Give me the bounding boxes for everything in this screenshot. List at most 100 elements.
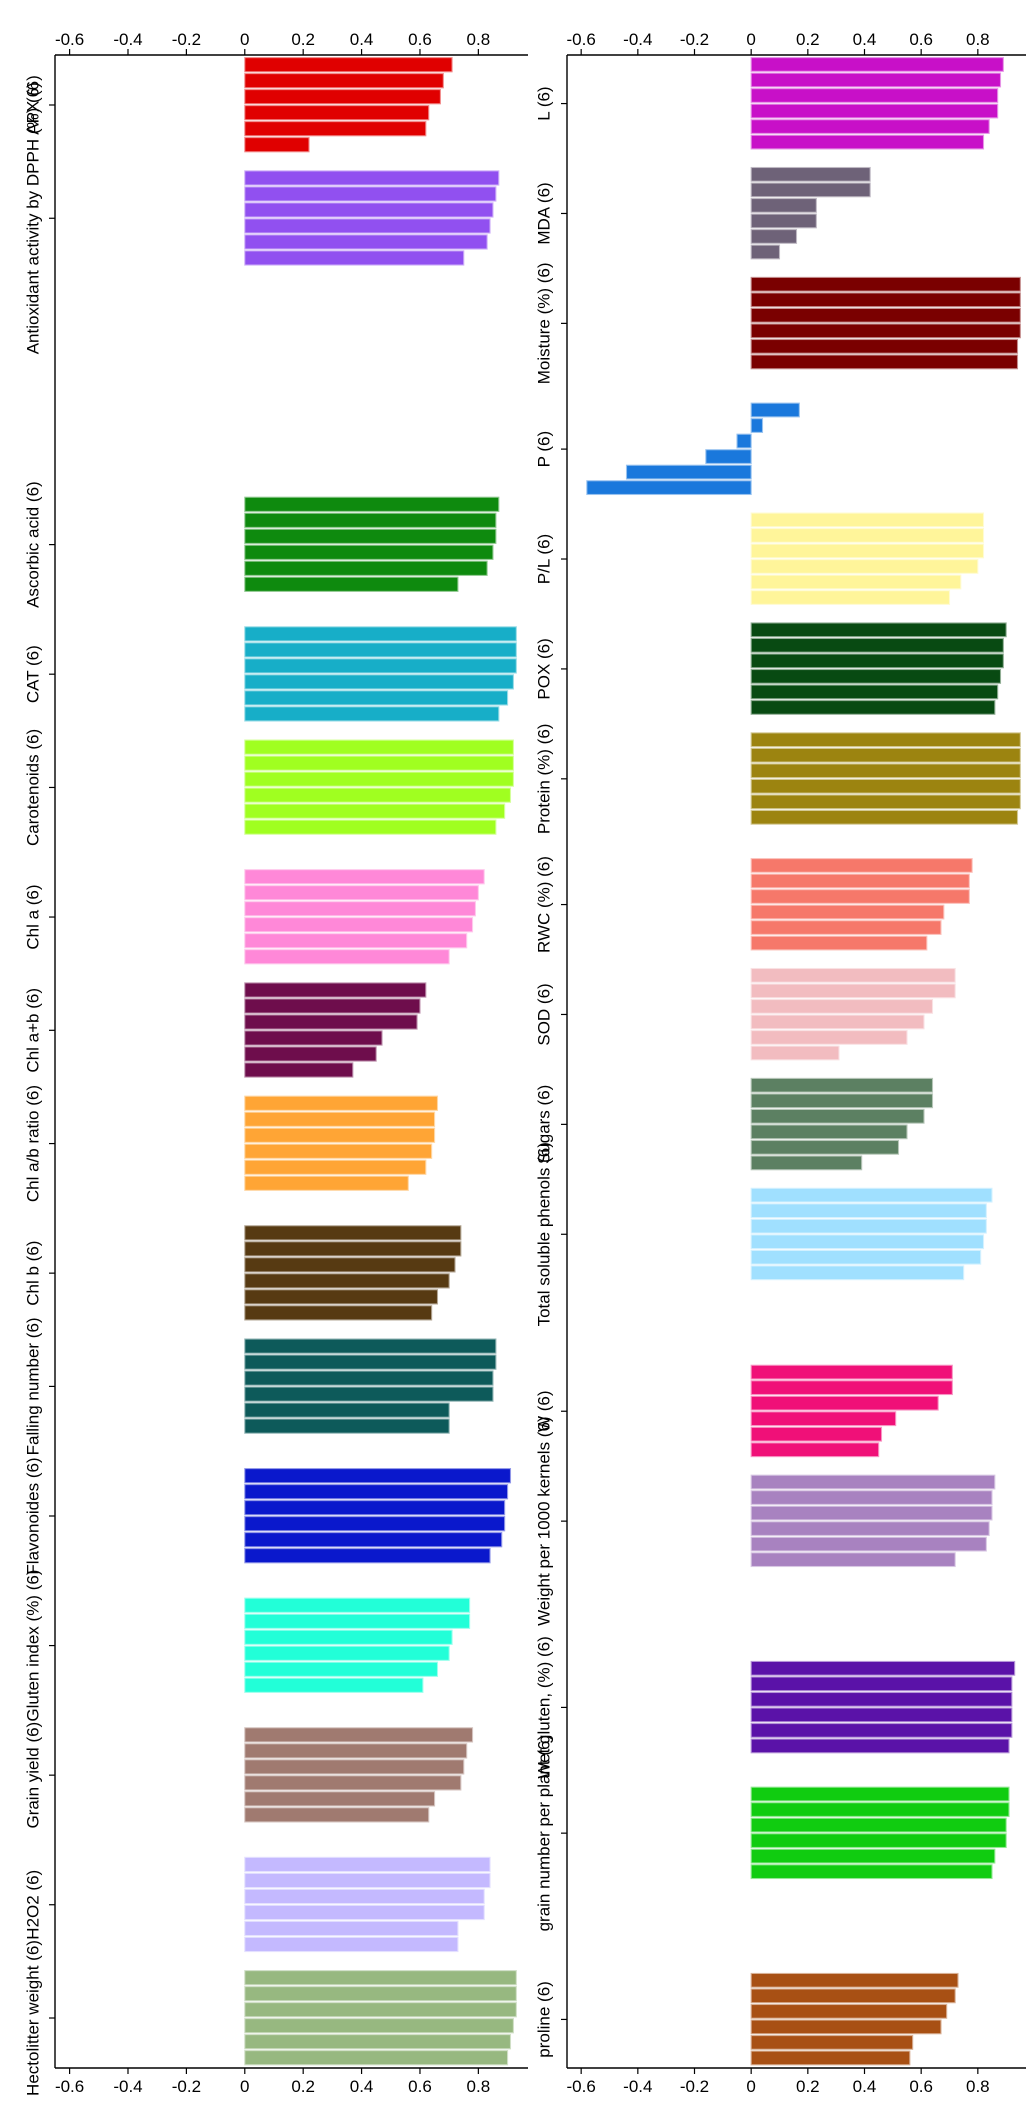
bar xyxy=(244,1661,439,1677)
bar xyxy=(244,1888,485,1905)
category-label: Chl a+b (6) xyxy=(23,988,42,1073)
bar xyxy=(244,1597,471,1613)
category-label: grain number per plant (6) xyxy=(534,1735,553,1932)
bar-group xyxy=(244,1970,517,2066)
bar xyxy=(244,2050,509,2066)
bar xyxy=(750,213,817,229)
bar xyxy=(750,1218,987,1234)
bar xyxy=(244,803,506,819)
bar xyxy=(750,935,928,951)
category-label: Weight per 1000 kernels (6) xyxy=(534,1416,553,1625)
bar-group xyxy=(750,57,1004,150)
x-tick-label-top: 0.2 xyxy=(796,30,820,49)
bar xyxy=(244,1241,462,1257)
bar xyxy=(244,901,476,917)
bar xyxy=(244,544,494,560)
category-label: Gluten index (%) (6) xyxy=(23,1570,42,1722)
bar-group xyxy=(750,166,871,260)
bar xyxy=(244,1484,509,1500)
bar xyxy=(750,732,1021,748)
bar xyxy=(750,763,1021,779)
bar xyxy=(244,642,517,658)
category-label: Falling number (6) xyxy=(23,1317,42,1455)
bar xyxy=(750,794,1021,810)
bar xyxy=(244,1418,450,1434)
bar-group xyxy=(750,967,956,1061)
x-tick-label-bottom: 0.4 xyxy=(350,2077,374,2096)
bar xyxy=(244,1548,491,1564)
bar xyxy=(244,1468,512,1484)
bar xyxy=(244,1904,485,1921)
bar xyxy=(750,2050,911,2066)
x-tick-label-bottom: -0.2 xyxy=(680,2077,709,2096)
bar-group xyxy=(750,1364,953,1458)
bar xyxy=(750,338,1019,354)
bar xyxy=(244,202,494,218)
bar xyxy=(244,2018,514,2034)
bar xyxy=(244,1273,450,1289)
bar xyxy=(750,1093,934,1109)
bar xyxy=(750,1030,908,1045)
bar xyxy=(244,706,500,722)
bar xyxy=(705,449,752,464)
bar-group xyxy=(750,622,1007,715)
bar xyxy=(750,197,817,213)
bar-group xyxy=(750,1474,996,1568)
bar xyxy=(244,1807,430,1823)
category-label: RWC (%) (6) xyxy=(534,856,553,953)
bar xyxy=(750,858,973,873)
bar xyxy=(244,1062,354,1078)
bar-group xyxy=(244,57,453,153)
bar xyxy=(750,1691,1013,1707)
bar-group xyxy=(750,512,985,605)
bar xyxy=(750,653,1004,669)
x-tick-label-bottom: 0.2 xyxy=(796,2077,820,2096)
bar xyxy=(750,1045,840,1061)
bar xyxy=(750,1521,990,1537)
bar xyxy=(244,1111,436,1127)
bar xyxy=(244,690,509,706)
bar xyxy=(750,1155,863,1171)
bar xyxy=(244,1856,491,1873)
bar xyxy=(244,982,427,998)
category-label: POX (6) xyxy=(534,638,553,699)
bar xyxy=(750,1139,900,1155)
bar xyxy=(244,658,517,674)
bar xyxy=(244,1046,377,1062)
category-label: MDA (6) xyxy=(534,182,553,244)
bar-group xyxy=(586,402,800,496)
bar xyxy=(244,2034,512,2050)
bar xyxy=(750,684,999,700)
bar xyxy=(244,1386,494,1402)
bar xyxy=(750,983,956,999)
bar xyxy=(244,1791,436,1807)
bar xyxy=(750,889,970,904)
bar xyxy=(244,57,453,73)
bar xyxy=(750,103,999,119)
x-tick-label-top: 0 xyxy=(746,30,755,49)
bar xyxy=(244,1613,471,1629)
bar xyxy=(244,1354,497,1370)
category-label: Protein (%) (6) xyxy=(534,724,553,835)
x-tick-label-bottom: 0 xyxy=(240,2077,249,2096)
bar xyxy=(750,1234,985,1250)
bar-group xyxy=(244,170,500,266)
bar xyxy=(750,1474,996,1490)
x-tick-label-top: -0.4 xyxy=(113,30,142,49)
bar xyxy=(750,1505,993,1521)
bar-group xyxy=(750,1187,993,1281)
bar xyxy=(244,1175,409,1191)
bar-group xyxy=(750,1786,1010,1880)
category-label: Carotenoids (6) xyxy=(23,729,42,846)
bar xyxy=(244,1743,468,1759)
category-label: Chl a/b ratio (6) xyxy=(23,1085,42,1202)
x-tick-label-bottom: -0.2 xyxy=(172,2077,201,2096)
bar xyxy=(750,1786,1010,1802)
x-tick-label-bottom: 0.8 xyxy=(966,2077,990,2096)
bar xyxy=(750,1124,908,1140)
bar-group xyxy=(244,1727,474,1823)
bar xyxy=(750,244,781,260)
bar xyxy=(750,307,1021,323)
bar xyxy=(750,2003,948,2019)
bar xyxy=(244,186,497,202)
